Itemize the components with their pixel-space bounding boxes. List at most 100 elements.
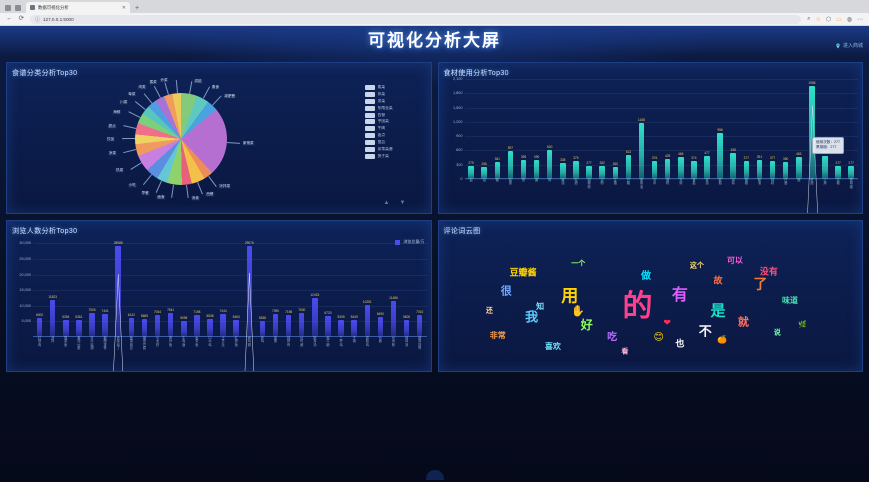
bar-column[interactable]: 391 蚝油 — [753, 79, 766, 185]
bar[interactable] — [730, 153, 736, 179]
bar-column[interactable]: 7010 蒜香排骨 — [413, 237, 426, 350]
legend-item[interactable]: 家常菜谱 — [364, 147, 425, 153]
wordcloud-word[interactable]: 可以 — [726, 256, 743, 266]
bar-column[interactable]: 376 清水 — [648, 79, 661, 185]
new-tab-button[interactable]: + — [135, 5, 140, 12]
bar[interactable] — [769, 161, 776, 179]
bar[interactable] — [312, 298, 318, 337]
bar[interactable] — [49, 300, 56, 337]
wordcloud-word[interactable]: 做 — [641, 271, 651, 283]
bar[interactable] — [822, 156, 828, 179]
bar[interactable] — [664, 158, 671, 179]
window-control-icon[interactable] — [5, 5, 11, 11]
bar[interactable] — [351, 319, 357, 337]
wordcloud-word[interactable]: 😊 — [653, 331, 664, 343]
wordcloud-word[interactable]: 的 — [622, 289, 653, 323]
bar[interactable] — [809, 85, 815, 179]
bar-column[interactable]: 5460 红烧鱼 — [230, 237, 243, 346]
bar-column[interactable]: 390 姜 — [530, 79, 543, 182]
bar[interactable] — [298, 313, 305, 337]
bar[interactable] — [272, 313, 279, 337]
bar-column[interactable]: 463 醋 — [792, 79, 805, 182]
bar[interactable] — [691, 161, 697, 179]
wordcloud-word[interactable]: 看 — [621, 348, 629, 356]
wordcloud-word[interactable]: 味道 — [782, 296, 798, 306]
bar-column[interactable]: 5361 番茄炒蛋 — [72, 237, 85, 350]
bar[interactable] — [560, 162, 566, 179]
bar-column[interactable]: 279 盐 — [465, 79, 478, 182]
bar-column[interactable]: 600 蒜 — [543, 79, 556, 182]
legend-item[interactable]: 拌菜 — [364, 91, 425, 97]
bar-column[interactable]: 350 白酒 — [779, 79, 792, 185]
bar[interactable] — [233, 319, 239, 337]
menu-icon[interactable]: ⋯ — [857, 16, 863, 23]
bar-column[interactable]: 956 老抽 — [714, 79, 727, 185]
wordcloud-word[interactable]: ✋ — [571, 305, 586, 318]
bar[interactable] — [796, 156, 802, 179]
bar-column[interactable]: 375 料酒 — [569, 79, 582, 185]
bar[interactable] — [102, 313, 108, 337]
bar-column[interactable]: 6720 炖牛腩 — [321, 237, 334, 346]
legend-item[interactable]: 西餐 — [364, 112, 425, 118]
wordcloud-word[interactable]: 没有 — [759, 266, 778, 277]
bar[interactable] — [76, 320, 82, 337]
bar[interactable] — [167, 313, 174, 337]
bar-column[interactable]: 361 糖 — [491, 79, 504, 182]
wordcloud-word[interactable]: 这个 — [689, 262, 704, 270]
back-icon[interactable]: ← — [6, 14, 13, 22]
wordcloud-word[interactable]: 了 — [753, 275, 768, 292]
window-controls[interactable] — [2, 5, 26, 13]
bar[interactable] — [494, 161, 501, 179]
bar[interactable] — [141, 319, 148, 337]
search-icon[interactable]: ⌕ — [807, 15, 811, 22]
legend-filter-icon[interactable]: ▼ — [399, 200, 406, 206]
bar-column[interactable]: 7541 蛋炒饭 — [164, 237, 177, 346]
bar[interactable] — [835, 165, 841, 179]
bar-column[interactable]: 5685 麻婆豆腐 — [138, 237, 151, 350]
wordcloud-word[interactable]: 🌿 — [798, 321, 808, 329]
bar-column[interactable]: 425 面粉 — [661, 79, 674, 185]
wordcloud-chart[interactable]: 的 用 有是 了我不 好 很就 豆瓣酱 没有 做吃也 味道 非常 喜欢 可以 一个 这个故知看 说 还 ❤ 😊 🍊 ✋ 🌿 — [439, 237, 863, 371]
wordcloud-word[interactable]: 故 — [713, 275, 723, 286]
pie-disc[interactable] — [135, 93, 227, 185]
bar-column[interactable]: 477 香油 — [700, 79, 713, 185]
wordcloud-word[interactable]: 就 — [737, 316, 749, 329]
bar-column[interactable]: 374 食盐 — [687, 79, 700, 185]
legend-item[interactable]: 面点 — [364, 133, 425, 139]
bar-column[interactable]: 5600 炖鸡汤 — [400, 237, 413, 347]
bar-column[interactable]: 10251 香菇鸡 — [361, 237, 374, 346]
bar[interactable] — [743, 161, 750, 179]
wordcloud-word[interactable]: 喜欢 — [544, 341, 561, 351]
bar-column[interactable]: 5394 酸菜鱼 — [59, 237, 72, 346]
bar-column[interactable]: 5098 牛肉面 — [177, 237, 190, 346]
wordcloud-word[interactable]: 是 — [710, 302, 726, 320]
bar[interactable] — [259, 320, 266, 337]
wordcloud-word[interactable]: 很 — [500, 285, 512, 298]
bar[interactable] — [128, 317, 135, 337]
bar[interactable] — [481, 166, 487, 179]
bar-column[interactable]: 11486 炒米粉 — [387, 237, 400, 346]
bar-column[interactable]: 395 葱 — [517, 79, 530, 182]
bar-column[interactable]: 7198 炖排骨 — [282, 237, 295, 347]
bar-column[interactable]: 260 生抽 — [609, 79, 622, 185]
bar-column[interactable]: 466 大蒜 — [674, 79, 687, 185]
bar[interactable] — [220, 313, 226, 337]
bar-column[interactable]: 7444 土豆丝 — [217, 237, 230, 347]
bar[interactable] — [194, 314, 200, 337]
bar-column[interactable]: 1958 黄酒 — [805, 79, 818, 185]
bar-column[interactable]: 1168 食用油 — [635, 79, 648, 188]
wordcloud-word[interactable]: 也 — [675, 338, 685, 349]
bar-column[interactable]: 256 油 — [478, 79, 491, 182]
wordcloud-word[interactable]: 非常 — [489, 331, 506, 341]
bar[interactable] — [717, 133, 723, 179]
bar[interactable] — [651, 161, 658, 179]
wordcloud-word[interactable]: 好 — [580, 318, 593, 333]
legend-item[interactable]: 素菜 — [364, 85, 425, 90]
bar-column[interactable]: 5838 口水鸡 — [203, 237, 216, 347]
bar[interactable] — [181, 321, 187, 337]
bar[interactable] — [63, 320, 69, 337]
bar-column[interactable]: 377 味精 — [766, 79, 779, 185]
bar-column[interactable]: 6490 炒面 — [374, 237, 387, 343]
bar[interactable] — [325, 316, 331, 337]
legend-item[interactable]: 中国菜 — [364, 119, 425, 125]
